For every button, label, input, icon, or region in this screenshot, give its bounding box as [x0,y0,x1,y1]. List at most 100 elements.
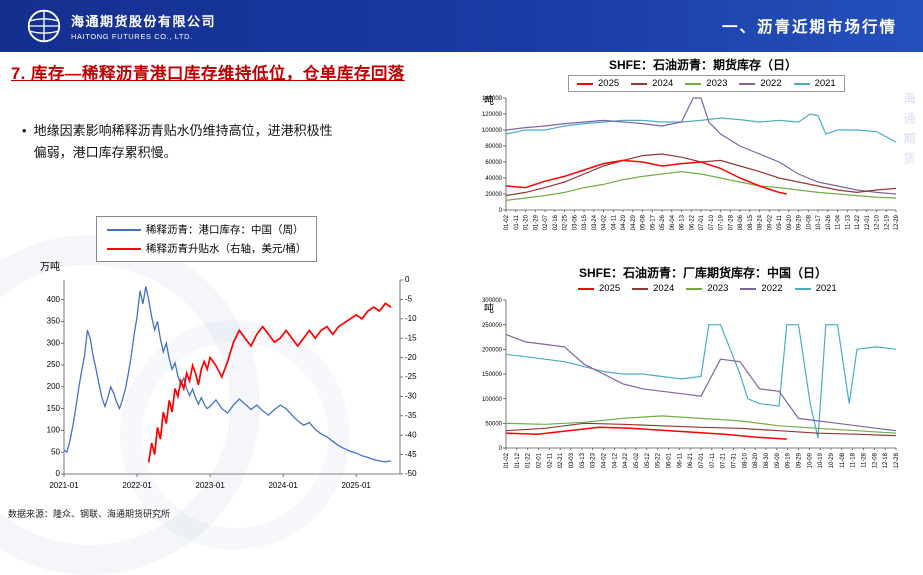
legend-label: 2025 [598,78,620,89]
x-tick-label: 04-20 [621,214,627,230]
x-tick-label: 02-11 [547,452,553,468]
x-tick-label: 08-24 [758,214,764,230]
legend-item-y2023: 2023 [685,78,727,89]
series-line-y2025 [505,426,787,440]
x-tick-label: 11-28 [862,452,868,468]
x-tick-label: 05-22 [656,452,662,468]
y-tick-label: 100000 [482,397,503,403]
x-tick-label: 03-24 [592,214,598,230]
y-tick-label: 50 [51,447,60,456]
y-tick-label: 400 [47,295,61,304]
top-chart-legend: 2025 2024 2023 2022 2021 [568,75,845,92]
x-tick-label: 12-19 [884,214,890,230]
series-line-diluted_premium_rhs [147,302,392,463]
x-tick-label: 09-09 [775,452,781,468]
y-tick-label: 0 [499,208,503,214]
x-tick-label: 04-02 [602,214,608,230]
x-tick-label: 08-20 [753,452,759,468]
x-tick-label: 08-10 [742,452,748,468]
x-tick-label: 01-22 [526,452,532,468]
x-tick-label: 07-11 [710,452,716,468]
y2-tick-label: -30 [405,392,417,401]
x-tick-label: 09-20 [787,214,793,230]
watermark-text: 海通期货 [902,92,916,172]
data-source-note: 数据来源：隆众、钢联、海通期货研究所 [8,509,171,519]
x-tick-label: 02-21 [558,452,564,468]
y-tick-label: 250000 [482,323,503,329]
y-tick-label: 0 [499,446,503,452]
x-tick-label: 02-16 [553,214,559,230]
bullet-point: • 地缘因素影响稀释沥青贴水仍维持高位，进港积极性偏弱，港口库存累积慢。 [22,120,334,164]
bullet-text: 地缘因素影响稀释沥青贴水仍维持高位，进港积极性偏弱，港口库存累积慢。 [33,123,333,161]
x-tick-label: 10-29 [829,452,835,468]
x-tick-label: 07-21 [721,452,727,468]
y2-tick-label: -10 [405,314,417,323]
chart-title: SHFE：石油沥青：期货库存（日） [608,58,797,72]
x-tick-label: 08-15 [748,214,754,230]
x-tick-label: 03-06 [572,214,578,230]
legend-swatch [794,287,811,290]
x-tick-label: 09-11 [777,214,783,230]
legend-item-y2022: 2022 [740,283,783,294]
x-tick-label: 10-09 [807,452,813,468]
x-tick-label: 03-23 [591,452,597,468]
y-tick-label: 50000 [485,422,502,428]
legend-label: 2023 [706,78,728,89]
y-tick-label: 100 [47,426,61,435]
legend-swatch [107,228,141,231]
x-tick-label: 03-15 [582,214,588,230]
legend-swatch [740,287,757,290]
x-tick-label: 01-29 [533,214,539,230]
series-line-y2024 [505,153,897,197]
x-tick-label: 09-02 [767,214,773,230]
y-tick-label: 200 [47,382,61,391]
legend-label: 2024 [652,78,674,89]
x-tick-label: 11-18 [851,452,857,468]
legend-label: 2025 [599,283,621,294]
top-chart-plot: 0 20000 40000 60000 80000 100000 120000 140000 0… [482,96,900,230]
legend-swatch [631,82,648,85]
x-tick-label: 01-02 [504,214,510,230]
x-tick-label: 12-28 [894,452,900,468]
x-tick-label: 11-04 [836,214,842,230]
series-line-y2024 [505,422,897,437]
x-tick-label: 01-02 [504,452,510,468]
x-tick-label: 2021-01 [49,481,79,490]
x-tick-label: 11-13 [845,214,851,230]
x-tick-label: 07-01 [699,214,705,230]
left-chart-plot: 0 50 100 150 200 250 300 350 400 0 -5 -10 -15 -20 -25 -… [47,275,417,490]
x-tick-label: 05-17 [650,214,656,230]
y-tick-label: 120000 [482,112,503,118]
shfe-factory-warehouse-inventory-chart: SHFE：石油沥青：厂库期货库存：中国（日） 2025 2024 2023 2022 2… [458,264,908,492]
legend-item-y2023: 2023 [686,283,728,294]
x-tick-label: 08-06 [738,214,744,230]
legend-label: 稀释沥青升贴水（右轴，美元/桶） [146,243,307,255]
x-tick-label: 04-29 [631,214,637,230]
left-chart-legend: 稀释沥青：港口库存：中国（周） 稀释沥青升贴水（右轴，美元/桶） [96,216,318,262]
y2-tick-label: -35 [405,411,417,420]
legend-label: 2023 [707,283,729,294]
x-tick-label: 07-01 [699,452,705,468]
x-tick-label: 11-08 [840,452,846,468]
x-tick-label: 05-02 [634,452,640,468]
x-tick-label: 06-04 [670,214,676,230]
company-name-en: HAITONG FUTURES CO., LTD. [71,32,193,41]
legend-item-y2021: 2021 [794,283,837,294]
legend-item-y2022: 2022 [739,78,782,89]
legend-label: 2022 [761,283,783,294]
legend-swatch [107,247,141,250]
x-tick-label: 02-01 [537,452,543,468]
series-line-port_inventory_cn_weekly [63,286,392,463]
section-title: 一、沥青近期市场行情 [721,19,897,36]
x-tick-label: 03-03 [569,452,575,468]
y-tick-label: 60000 [485,160,502,166]
x-tick-label: 04-12 [612,452,618,468]
bullet-marker: • [22,123,27,138]
x-tick-label: 2025-01 [341,481,371,490]
y2-tick-label: -15 [405,333,417,342]
legend-label: 2021 [815,283,837,294]
x-tick-label: 2022-01 [122,481,152,490]
legend-swatch [686,287,703,290]
x-tick-label: 10-19 [818,452,824,468]
left-chart-y-axis-label: 万吨 [40,262,60,273]
